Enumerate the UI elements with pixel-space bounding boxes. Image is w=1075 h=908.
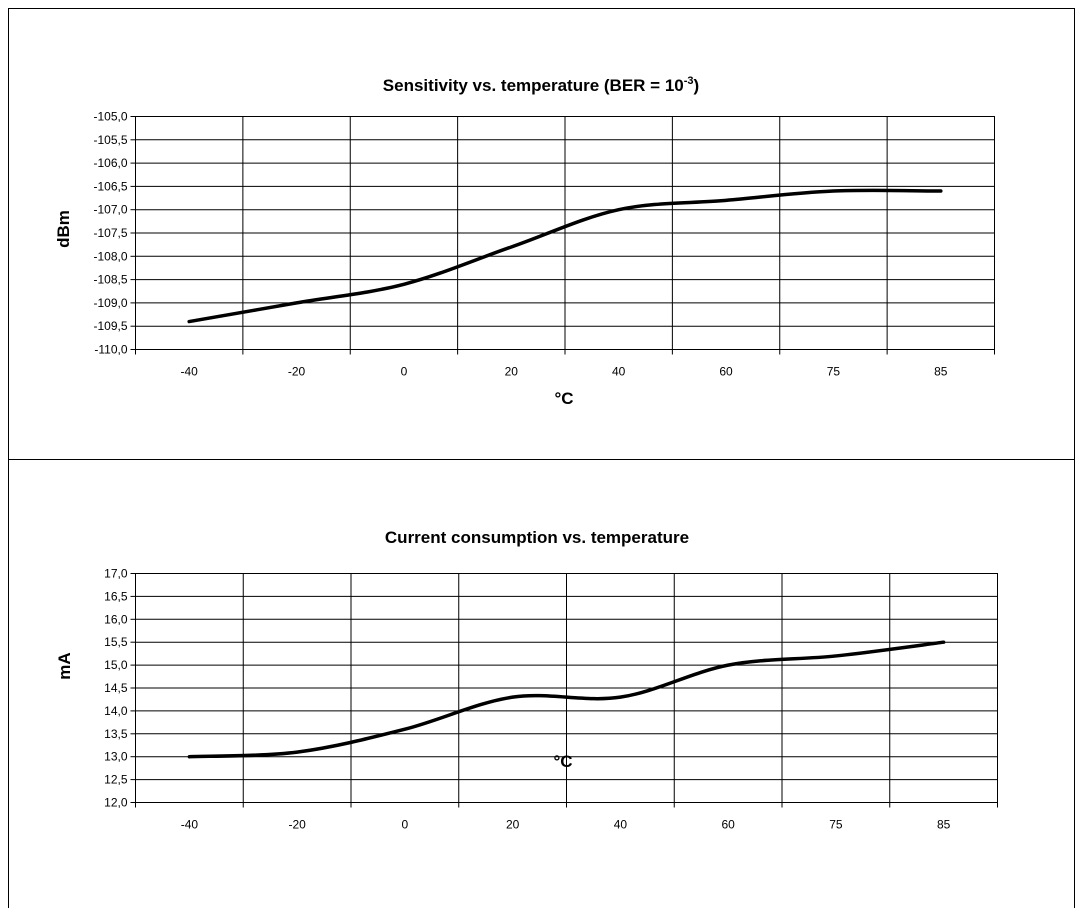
series-line — [187, 640, 946, 759]
y-tick-label: -109,0 — [93, 296, 127, 310]
y-tick-label: 15,5 — [104, 635, 128, 649]
y-tick-label: 14,0 — [104, 704, 128, 718]
y-tick-label: 14,5 — [104, 681, 128, 695]
y-tick-label: 16,0 — [104, 612, 128, 626]
x-tick-label: 0 — [401, 365, 408, 379]
x-tick-label: 60 — [721, 818, 735, 832]
x-tick-label: 20 — [505, 365, 519, 379]
y-tick-label: -109,5 — [93, 319, 127, 333]
y-tick-label: -105,0 — [93, 110, 127, 124]
x-tick-label: -40 — [181, 818, 199, 832]
x-tick-label: 60 — [719, 365, 733, 379]
x-tick-label: 85 — [934, 365, 948, 379]
y-tick-label: -106,5 — [93, 179, 127, 193]
chart-title: Sensitivity vs. temperature (BER = 10-3) — [383, 75, 699, 95]
y-axis-label: dBm — [54, 210, 73, 248]
x-tick-label: 75 — [827, 365, 841, 379]
plot-area — [135, 573, 998, 803]
x-tick-label: 75 — [829, 818, 843, 832]
y-tick-label: -110,0 — [94, 343, 127, 357]
x-tick-label: 40 — [614, 818, 628, 832]
y-tick-label: 13,0 — [104, 750, 128, 764]
series-line — [187, 188, 943, 324]
y-tick-label: 17,0 — [104, 567, 128, 581]
x-tick-label: -20 — [288, 818, 306, 832]
y-tick-label: -108,5 — [93, 273, 127, 287]
x-tick-label: -20 — [288, 365, 306, 379]
y-tick-label: 16,5 — [104, 589, 128, 603]
y-tick-label: 13,5 — [104, 727, 128, 741]
chart-title: Current consumption vs. temperature — [385, 528, 689, 547]
y-tick-label: -107,5 — [93, 226, 127, 240]
y-tick-label: -106,0 — [93, 156, 127, 170]
current-consumption-chart: Current consumption vs. temperature °C m… — [55, 528, 998, 832]
x-tick-label: 40 — [612, 365, 626, 379]
y-tick-label: 12,0 — [104, 796, 128, 810]
x-tick-label: 85 — [937, 818, 951, 832]
chart-frame-current — [8, 459, 1075, 908]
x-axis-label: °C — [554, 389, 573, 408]
y-axis-label: mA — [55, 652, 74, 679]
y-tick-label: -107,0 — [93, 203, 127, 217]
x-tick-label: 0 — [402, 818, 409, 832]
x-axis-label: °C — [553, 752, 572, 771]
y-tick-label: 15,0 — [104, 658, 128, 672]
x-tick-label: 20 — [506, 818, 520, 832]
y-tick-label: 12,5 — [104, 773, 128, 787]
x-tick-label: -40 — [181, 365, 199, 379]
plot-area — [135, 116, 995, 350]
sensitivity-chart: Sensitivity vs. temperature (BER = 10-3)… — [54, 75, 995, 408]
y-tick-label: -105,5 — [93, 133, 127, 147]
y-tick-label: -108,0 — [93, 249, 127, 263]
